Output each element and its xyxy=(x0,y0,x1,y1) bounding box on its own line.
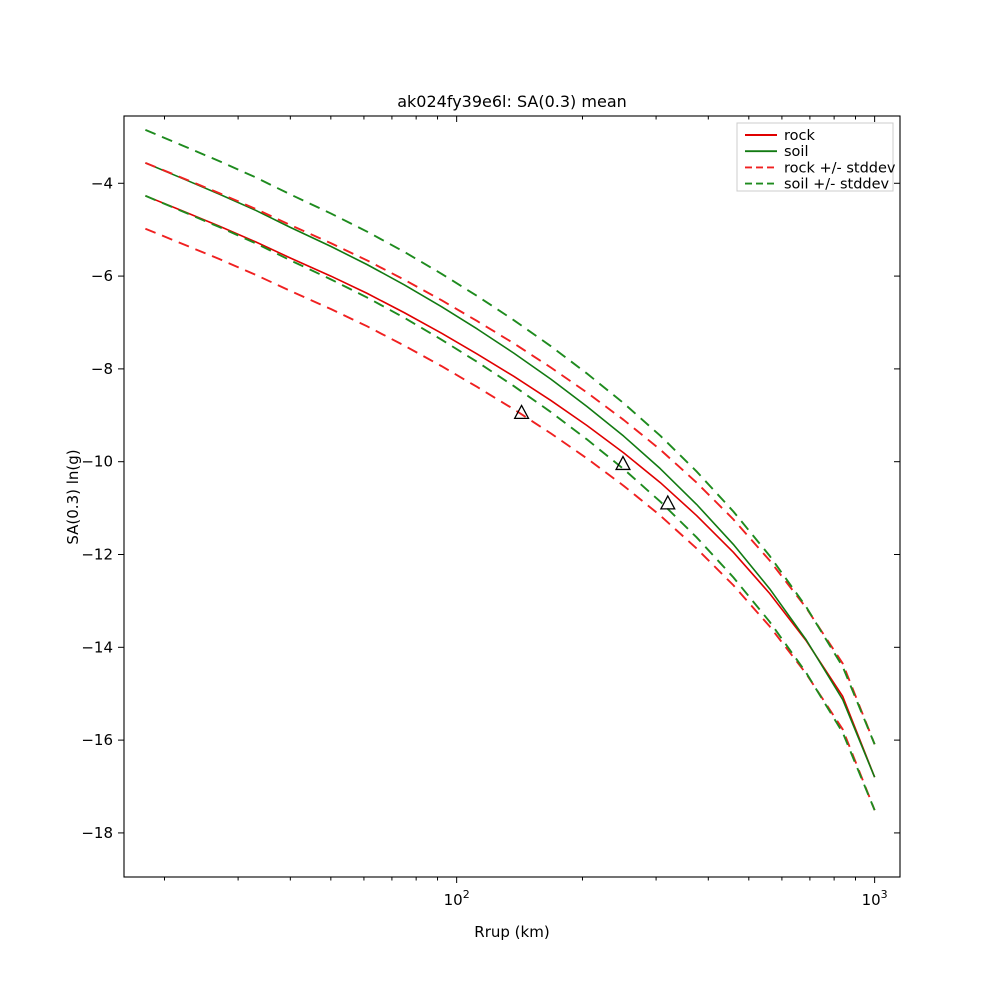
y-tick-label: −12 xyxy=(81,546,113,564)
series-rock xyxy=(145,195,876,778)
legend-label: rock xyxy=(784,128,815,144)
y-tick-label: −4 xyxy=(91,174,113,192)
series-rock-stddev xyxy=(145,161,876,745)
y-axis: −4 −6 −8 −10 −12 −14 −16 −18 xyxy=(81,174,900,842)
axes-frame xyxy=(123,115,901,878)
x-axis-label: Rrup (km) xyxy=(474,923,549,941)
marker-group xyxy=(513,404,676,510)
series-soil-stddev xyxy=(145,129,876,745)
legend-label: soil xyxy=(784,144,808,160)
y-tick-label: −8 xyxy=(91,360,113,378)
data-marker-triangle-up xyxy=(659,494,676,510)
y-tick-label: −18 xyxy=(81,824,113,842)
legend-label: rock +/- stddev xyxy=(784,160,896,176)
series-soil-stddev xyxy=(145,194,876,811)
y-tick-label: −16 xyxy=(81,731,113,749)
y-tick-label: −14 xyxy=(81,638,113,656)
x-axis: 102 103 xyxy=(164,116,888,909)
data-marker-triangle-up xyxy=(513,404,530,420)
legend-label: soil +/- stddev xyxy=(784,177,890,193)
x-tick-label: 102 xyxy=(444,888,470,909)
series-rock-stddev xyxy=(145,227,876,811)
y-tick-label: −6 xyxy=(91,267,113,285)
x-tick-label: 103 xyxy=(862,888,888,909)
y-axis-label: SA(0.3) ln(g) xyxy=(64,449,82,544)
series-soil xyxy=(145,162,876,778)
y-tick-label: −10 xyxy=(81,453,113,471)
plot-border xyxy=(123,115,901,878)
series-group xyxy=(145,129,876,811)
chart-title: ak024fy39e6l: SA(0.3) mean xyxy=(397,92,627,111)
data-marker-triangle-up xyxy=(614,455,631,471)
